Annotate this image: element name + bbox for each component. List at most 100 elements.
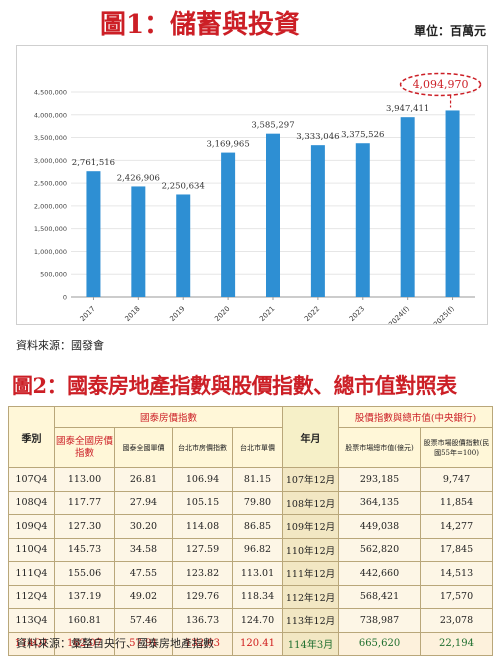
- cell-market-cap: 293,185: [338, 467, 422, 492]
- cell-national-price: 27.94: [114, 490, 173, 515]
- cell-stock-index: 17,570: [420, 584, 494, 609]
- table-row: 109Q4 127.30 30.20 114.08 86.85 109年12月 449,03…: [8, 514, 494, 539]
- table-row: 107Q4 113.00 26.81 106.94 81.15 107年12月 293,18…: [8, 467, 494, 492]
- cell-market-cap: 364,135: [338, 490, 422, 515]
- cell-stock-index: 14,277: [420, 514, 494, 539]
- cell-taipei-price: 81.15: [231, 467, 284, 492]
- cell-season: 107Q4: [8, 467, 55, 492]
- cell-year-month: 112年12月: [282, 584, 340, 609]
- bar: [86, 171, 101, 297]
- header-year-month: 年月: [282, 406, 340, 468]
- header-taipei-index: 台北市房價指數: [172, 427, 233, 468]
- header-national-index: 國泰全國房價指數: [54, 427, 115, 468]
- cell-season: 108Q4: [8, 490, 55, 515]
- bar: [266, 133, 280, 297]
- table-row: 112Q4 137.19 49.02 129.76 118.34 112年12月 568,4…: [8, 584, 494, 609]
- cell-taipei-price: 120.41: [231, 631, 284, 656]
- cell-year-month: 107年12月: [282, 467, 340, 492]
- y-tick-label: 0: [63, 294, 67, 302]
- cell-year-month: 113年12月: [282, 608, 340, 633]
- bar: [221, 152, 236, 297]
- cell-year-month: 111年12月: [282, 561, 340, 586]
- header-stock-index: 股票市場股價指數(民國55年=100): [420, 427, 494, 468]
- cell-national-price: 47.55: [114, 561, 173, 586]
- value-label: 2,426,906: [117, 173, 160, 183]
- table-body: 107Q4 113.00 26.81 106.94 81.15 107年12月 293,18…: [8, 467, 494, 656]
- cell-national-price: 57.46: [114, 608, 173, 633]
- cell-taipei-index: 132.03: [172, 631, 233, 656]
- y-tick-label: 3,500,000: [34, 134, 67, 142]
- bar: [131, 186, 146, 297]
- cell-national-index: 145.73: [54, 537, 115, 562]
- y-tick-label: 2,000,000: [34, 202, 67, 210]
- cell-taipei-index: 127.59: [172, 537, 233, 562]
- chart-source: 資料來源：國發會: [16, 339, 104, 352]
- chart-canvas: 0 500,000 1,000,000 1,500,000 2,000,000 2,500…: [34, 72, 482, 324]
- table-row: 108Q4 117.77 27.94 105.15 79.80 108年12月 364,13…: [8, 490, 494, 515]
- cell-year-month: 110年12月: [282, 537, 340, 562]
- cell-national-price: 49.02: [114, 584, 173, 609]
- cell-taipei-price: 96.82: [231, 537, 284, 562]
- cell-market-cap: 562,820: [338, 537, 422, 562]
- bar: [445, 110, 460, 297]
- comparison-table: 季別 國泰房價指數 年月 股價指數與總市值(中央銀行) 國泰全國房價指數 國泰全…: [8, 406, 494, 656]
- cell-year-month: 114年3月: [282, 631, 340, 656]
- bar: [176, 194, 191, 297]
- cell-taipei-price: 79.80: [231, 490, 284, 515]
- cell-taipei-price: 118.34: [231, 584, 284, 609]
- value-label: 2,761,516: [72, 158, 115, 168]
- table-row: 111Q4 155.06 47.55 123.82 113.01 111年12月 442,6…: [8, 561, 494, 586]
- bar-chart: 0 500,000 1,000,000 1,500,000 2,000,000 2,500…: [16, 45, 488, 325]
- cell-stock-index: 11,854: [420, 490, 494, 515]
- cell-taipei-index: 136.73: [172, 608, 233, 633]
- table-row: 113Q4 160.81 57.46 136.73 124.70 113年12月 738,9…: [8, 608, 494, 633]
- cell-season: 110Q4: [8, 537, 55, 562]
- value-label: 3,375,526: [341, 130, 384, 140]
- x-tick-label: 2020: [213, 305, 231, 323]
- cell-market-cap: 449,038: [338, 514, 422, 539]
- cell-season: 112Q4: [8, 584, 55, 609]
- cell-market-cap: 442,660: [338, 561, 422, 586]
- cell-national-price: 34.58: [114, 537, 173, 562]
- highlight-ellipse: [399, 72, 482, 97]
- cell-year-month: 108年12月: [282, 490, 340, 515]
- y-tick-label: 1,500,000: [34, 225, 67, 233]
- bar: [310, 145, 325, 297]
- cell-season: 113Q4: [8, 608, 55, 633]
- cell-season: 111Q4: [8, 561, 55, 586]
- cell-taipei-index: 129.76: [172, 584, 233, 609]
- cell-market-cap: 665,620: [338, 631, 422, 656]
- cell-year-month: 109年12月: [282, 514, 340, 539]
- unit-label: 單位：百萬元: [413, 24, 486, 38]
- value-label: 2,250,634: [162, 181, 205, 191]
- value-label: 3,333,046: [296, 132, 339, 142]
- header-market-cap: 股票市場總市值(億元): [338, 427, 422, 468]
- y-tick-label: 500,000: [40, 271, 67, 279]
- bar: [400, 117, 415, 298]
- value-label: 3,169,965: [206, 140, 249, 150]
- y-tick-label: 4,500,000: [34, 89, 67, 97]
- x-tick-label: 2022: [303, 305, 321, 323]
- chart-title: 圖1：儲蓄與投資: [99, 10, 301, 40]
- cell-national-index: 162.07: [54, 631, 115, 656]
- cell-taipei-index: 106.94: [172, 467, 233, 492]
- x-tick-label: 2018: [123, 305, 141, 323]
- value-label-highlight: 4,094,970: [413, 78, 469, 91]
- cell-national-price: 26.81: [114, 467, 173, 492]
- table-row: 114Q1 162.07 57.91 132.03 120.41 114年3月 665,62…: [8, 631, 494, 656]
- header-stock-group: 股價指數與總市值(中央銀行): [338, 406, 494, 428]
- y-tick-label: 4,000,000: [34, 111, 67, 119]
- cell-stock-index: 23,078: [420, 608, 494, 633]
- cell-national-index: 137.19: [54, 584, 115, 609]
- value-label: 3,947,411: [386, 104, 429, 114]
- cell-taipei-index: 105.15: [172, 490, 233, 515]
- cell-market-cap: 738,987: [338, 608, 422, 633]
- cell-national-index: 117.77: [54, 490, 115, 515]
- cell-taipei-index: 114.08: [172, 514, 233, 539]
- header-taipei-price: 台北市單價: [231, 427, 284, 468]
- cell-stock-index: 17,845: [420, 537, 494, 562]
- cell-national-index: 160.81: [54, 608, 115, 633]
- header-season: 季別: [8, 406, 55, 468]
- cell-national-index: 127.30: [54, 514, 115, 539]
- cell-national-index: 155.06: [54, 561, 115, 586]
